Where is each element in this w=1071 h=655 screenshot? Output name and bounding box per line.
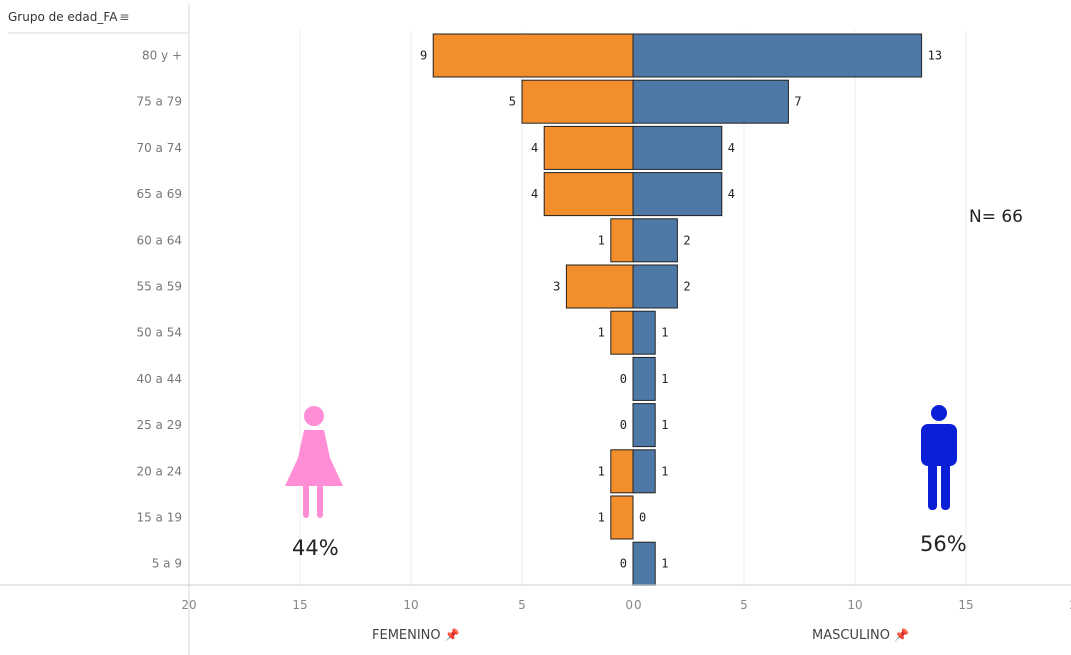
femenino-axis-title[interactable]: FEMENINO 📌: [372, 628, 460, 643]
female-value-label: 1: [598, 326, 605, 340]
category-label: 5 a 9: [152, 557, 182, 571]
female-bar[interactable]: [543, 125, 634, 170]
femenino-axis-label: FEMENINO: [372, 628, 441, 643]
female-bar[interactable]: [610, 495, 634, 540]
row-field-header[interactable]: Grupo de edad_FA ≡: [8, 10, 129, 24]
x-tick-label: 0: [625, 598, 633, 612]
male-value-label: 1: [661, 326, 668, 340]
male-bar[interactable]: [632, 541, 656, 586]
male-bar[interactable]: [632, 264, 678, 309]
male-value-label: 0: [639, 511, 646, 525]
male-value-label: 13: [928, 49, 942, 63]
x-tick-label: 0: [634, 598, 642, 612]
male-bar[interactable]: [632, 356, 656, 401]
x-tick-label: 15: [958, 598, 973, 612]
x-tick-label: 10: [403, 598, 418, 612]
female-value-label: 5: [509, 95, 516, 109]
female-value-label: 0: [620, 372, 627, 386]
male-bar[interactable]: [632, 125, 723, 170]
male-bar[interactable]: [632, 33, 923, 78]
x-tick-label: 20: [181, 598, 196, 612]
female-person-icon: [285, 406, 343, 518]
category-label: 50 a 54: [136, 326, 182, 340]
category-label: 40 a 44: [136, 372, 182, 386]
x-tick-label: 20: [1069, 598, 1071, 612]
n-total-label: N= 66: [969, 207, 1023, 227]
male-value-label: 1: [661, 418, 668, 432]
female-value-label: 1: [598, 464, 605, 478]
male-value-label: 1: [661, 372, 668, 386]
female-value-label: 4: [531, 187, 538, 201]
x-tick-label: 5: [740, 598, 748, 612]
category-label: 75 a 79: [136, 95, 182, 109]
female-value-label: 9: [420, 49, 427, 63]
category-label: 70 a 74: [136, 141, 182, 155]
male-bar[interactable]: [632, 449, 656, 494]
female-value-label: 4: [531, 141, 538, 155]
female-bar[interactable]: [610, 218, 634, 263]
male-value-label: 2: [683, 280, 690, 294]
male-bar[interactable]: [632, 79, 789, 124]
male-value-label: 1: [661, 557, 668, 571]
female-bar[interactable]: [543, 172, 634, 217]
category-label: 55 a 59: [136, 280, 182, 294]
pin-icon[interactable]: 📌: [444, 628, 460, 642]
male-value-label: 4: [728, 141, 735, 155]
male-person-icon: [921, 405, 957, 510]
female-bar[interactable]: [610, 449, 634, 494]
masculino-axis-title[interactable]: MASCULINO 📌: [812, 628, 909, 643]
x-tick-label: 10: [847, 598, 862, 612]
male-bar[interactable]: [632, 172, 723, 217]
category-label: 60 a 64: [136, 233, 182, 247]
category-label: 65 a 69: [136, 187, 182, 201]
x-tick-label: 15: [292, 598, 307, 612]
field-label: Grupo de edad_FA: [8, 10, 118, 24]
male-percent-label: 56%: [920, 532, 967, 556]
male-value-label: 1: [661, 464, 668, 478]
male-bar[interactable]: [632, 218, 678, 263]
female-bar[interactable]: [610, 310, 634, 355]
male-value-label: 4: [728, 187, 735, 201]
male-value-label: 7: [794, 95, 801, 109]
female-value-label: 0: [620, 557, 627, 571]
female-value-label: 1: [598, 511, 605, 525]
female-bar[interactable]: [565, 264, 634, 309]
category-label: 25 a 29: [136, 418, 182, 432]
category-label: 80 y +: [142, 49, 182, 63]
sort-descending-icon[interactable]: ≡: [119, 10, 130, 24]
category-label: 15 a 19: [136, 511, 182, 525]
pin-icon[interactable]: 📌: [894, 628, 909, 642]
female-bar[interactable]: [432, 33, 634, 78]
category-label: 20 a 24: [136, 464, 182, 478]
female-value-label: 1: [598, 233, 605, 247]
female-percent-label: 44%: [292, 536, 339, 560]
x-tick-label: 5: [518, 598, 526, 612]
male-bar[interactable]: [632, 403, 656, 448]
female-value-label: 3: [553, 280, 560, 294]
male-bar[interactable]: [632, 310, 656, 355]
female-bar[interactable]: [521, 79, 634, 124]
female-value-label: 0: [620, 418, 627, 432]
male-value-label: 2: [683, 233, 690, 247]
masculino-axis-label: MASCULINO: [812, 628, 890, 643]
